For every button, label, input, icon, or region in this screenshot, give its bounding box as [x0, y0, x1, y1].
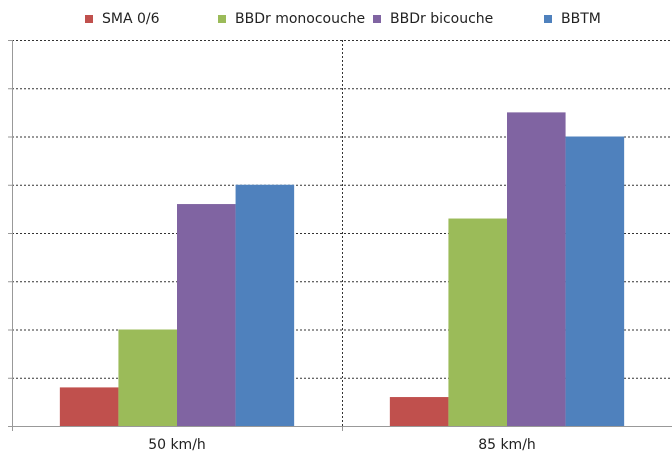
legend-item: BBTM — [544, 8, 601, 30]
bar-bbdr-bicouche — [507, 112, 566, 426]
bar-bbdr-bicouche — [177, 204, 236, 426]
legend-label: SMA 0/6 — [102, 11, 160, 27]
legend-swatch — [373, 15, 381, 23]
bar-bbtm — [565, 136, 625, 426]
legend-item: SMA 0/6 — [85, 8, 160, 30]
legend-label: BBDr bicouche — [390, 11, 494, 27]
legend-label: BBTM — [561, 11, 601, 27]
legend-label: BBDr monocouche — [235, 11, 366, 27]
bar-bbdr-monocouche — [118, 329, 177, 426]
bar-sma-0-6 — [389, 397, 449, 426]
chart-legend: SMA 0/6 BBDr monocouche BBDr bicouche BBTM — [0, 8, 672, 30]
legend-item: BBDr bicouche — [373, 8, 493, 30]
legend-swatch — [544, 15, 552, 23]
x-tick-label: 85 km/h — [478, 437, 536, 453]
legend-swatch — [218, 15, 226, 23]
x-tick-label: 50 km/h — [148, 437, 206, 453]
bar-bbtm — [235, 184, 295, 426]
legend-item: BBDr monocouche — [218, 8, 365, 30]
bar-sma-0-6 — [59, 387, 119, 426]
legend-swatch — [85, 15, 93, 23]
bar-bbdr-monocouche — [448, 218, 507, 426]
